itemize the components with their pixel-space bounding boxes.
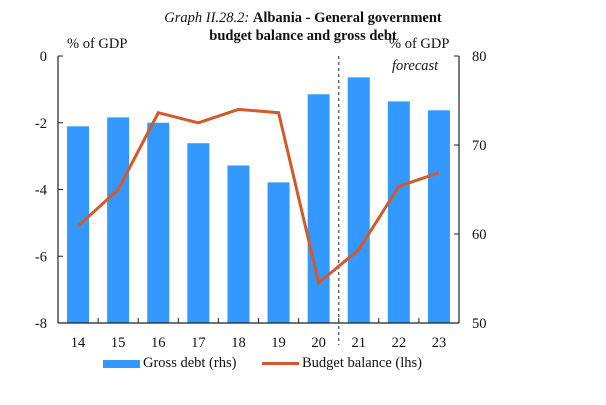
x-tick-label-23: 23	[432, 335, 447, 351]
x-tick-label-15: 15	[111, 335, 126, 351]
bar-15	[107, 117, 130, 323]
tick-labels-group: 0 -2 -4 -6 -8 80 70 60 50 14 15 16 17 18 19 20 21 22 23	[35, 49, 487, 351]
x-tick-label-14: 14	[71, 335, 86, 351]
bar-19	[267, 182, 290, 323]
line-group	[76, 107, 440, 286]
bar-18	[227, 165, 250, 323]
chart-title-main: Albania - General government	[252, 10, 442, 26]
legend-swatch-gross-debt	[103, 359, 140, 368]
bar-21	[347, 77, 370, 323]
x-tick-label-22: 22	[392, 335, 407, 351]
bar-23	[427, 110, 450, 323]
bar-17	[187, 143, 210, 323]
right-tick-label-0: 80	[472, 49, 487, 65]
chart-title-line2: budget balance and gross debt	[209, 28, 397, 44]
left-axis-label: % of GDP	[67, 36, 128, 52]
x-tick-label-20: 20	[311, 335, 326, 351]
x-tick-label-19: 19	[271, 335, 286, 351]
x-tick-label-16: 16	[151, 335, 166, 351]
right-tick-label-2: 60	[472, 227, 487, 243]
legend-swatch-budget-balance	[262, 362, 299, 365]
x-tick-label-17: 17	[191, 335, 206, 351]
right-tick-label-1: 70	[472, 138, 487, 154]
left-tick-label-2: -4	[35, 183, 48, 199]
chart-title: Graph II.28.2: Albania - General governm…	[0, 10, 606, 27]
bar-20	[307, 94, 330, 324]
bar-16	[147, 122, 170, 323]
x-tick-label-18: 18	[231, 335, 246, 351]
legend-label-budget-balance: Budget balance (lhs)	[302, 355, 422, 371]
legend-label-gross-debt: Gross debt (rhs)	[143, 355, 237, 371]
right-axis-label: % of GDP	[389, 36, 450, 52]
bars-group	[67, 77, 450, 324]
x-tick-label-21: 21	[352, 335, 367, 351]
chart-title-prefix: Graph II.28.2:	[164, 10, 250, 26]
left-tick-label-1: -2	[35, 116, 47, 132]
forecast-annotation: forecast	[392, 58, 439, 74]
left-tick-label-4: -8	[35, 316, 47, 332]
legend-item-gross-debt: Gross debt (rhs)	[103, 355, 236, 372]
right-tick-label-3: 50	[472, 316, 487, 332]
left-tick-label-3: -6	[35, 249, 47, 265]
legend-item-budget-balance: Budget balance (lhs)	[262, 355, 422, 372]
budget-balance-line	[76, 107, 440, 286]
left-tick-label-0: 0	[40, 49, 47, 65]
axes-group	[57, 55, 460, 345]
bar-22	[387, 101, 410, 323]
